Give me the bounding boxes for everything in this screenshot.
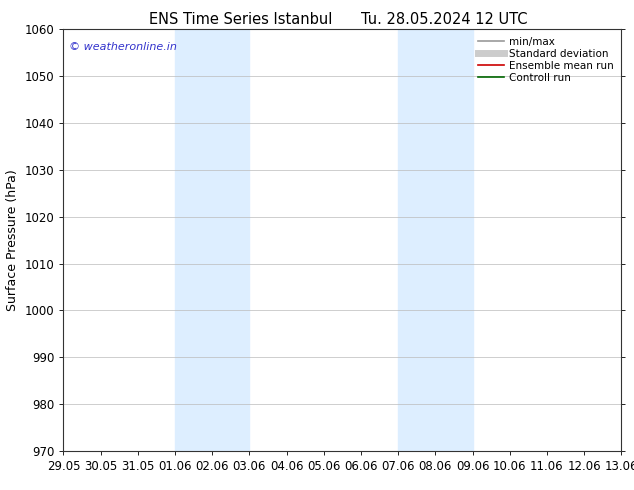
- Legend: min/max, Standard deviation, Ensemble mean run, Controll run: min/max, Standard deviation, Ensemble me…: [476, 35, 616, 85]
- Text: © weatheronline.in: © weatheronline.in: [69, 42, 177, 52]
- Text: ENS Time Series Istanbul: ENS Time Series Istanbul: [149, 12, 333, 27]
- Bar: [175, 29, 249, 451]
- Bar: [398, 29, 472, 451]
- Text: Tu. 28.05.2024 12 UTC: Tu. 28.05.2024 12 UTC: [361, 12, 527, 27]
- Y-axis label: Surface Pressure (hPa): Surface Pressure (hPa): [6, 169, 19, 311]
